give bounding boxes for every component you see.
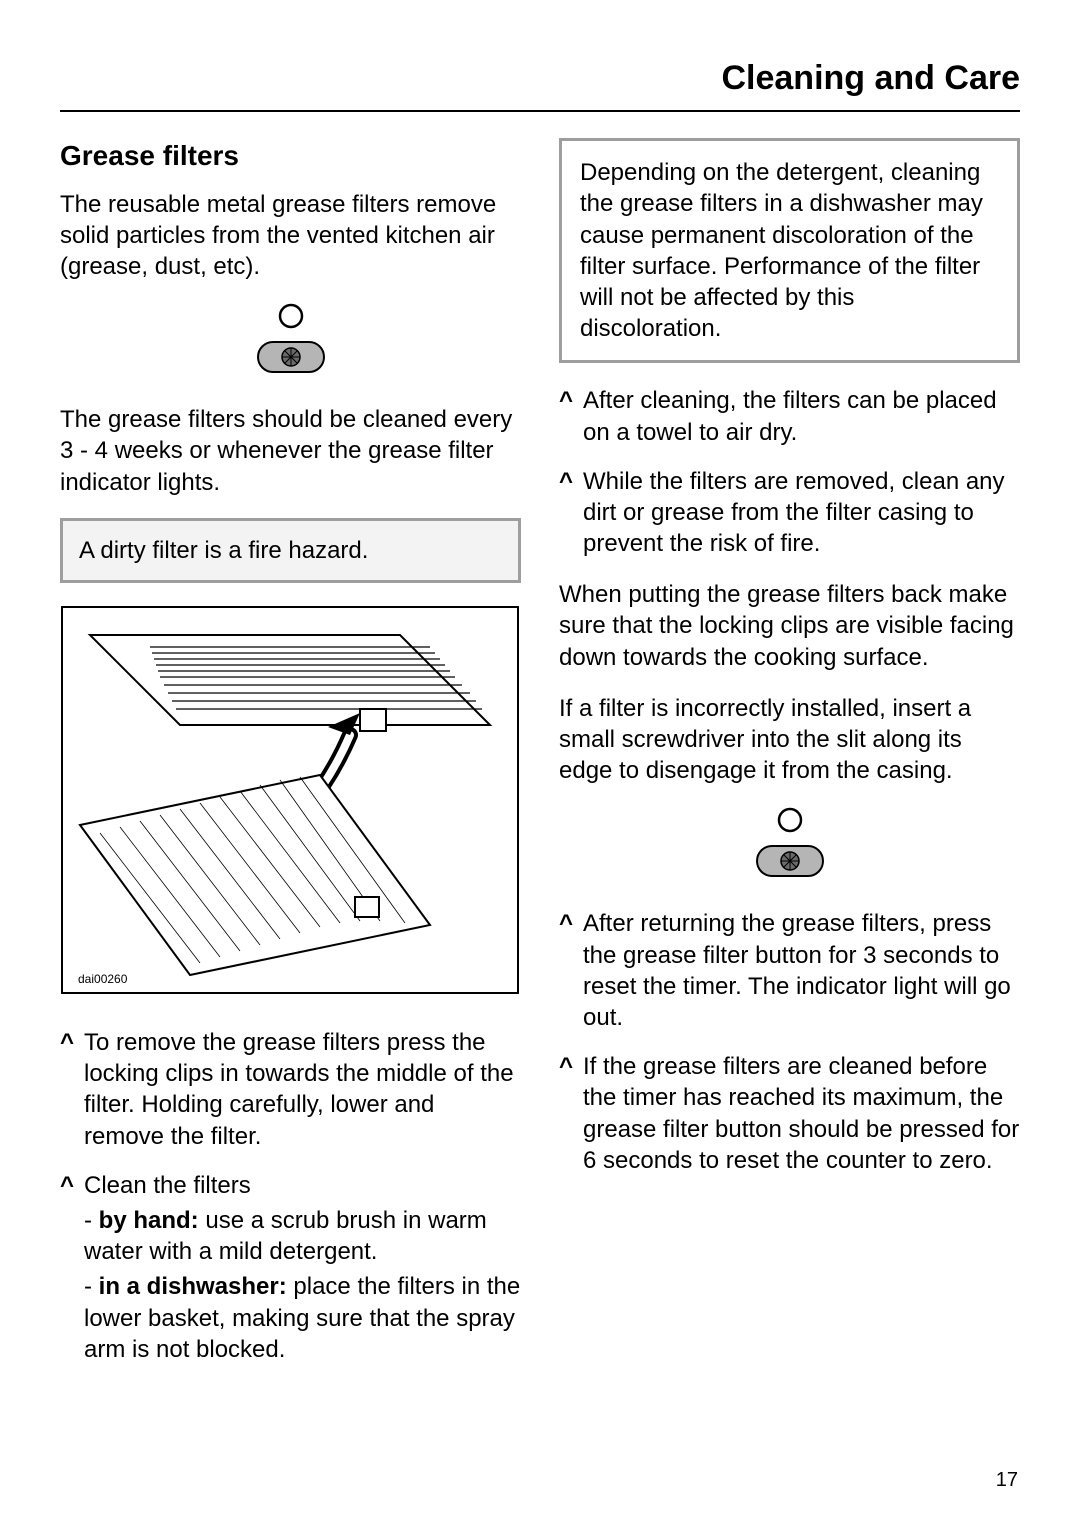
clean-by-hand: - by hand: use a scrub brush in warm wat… (84, 1205, 521, 1267)
content-columns: Grease filters The reusable metal grease… (60, 138, 1020, 1385)
dishwasher-discoloration-note: Depending on the detergent, cleaning the… (559, 138, 1020, 363)
caret-icon: ^ (60, 1170, 84, 1201)
right-steps-list-2: ^ After returning the grease filters, pr… (559, 908, 1020, 1176)
page-title: Cleaning and Care (60, 56, 1020, 112)
dishwasher-note-text: Depending on the detergent, cleaning the… (580, 159, 983, 342)
page-number: 17 (996, 1467, 1018, 1493)
diagram-ref-label: dai00260 (78, 972, 128, 986)
step-reset-timer-text: After returning the grease filters, pres… (583, 908, 1020, 1033)
caret-icon: ^ (559, 385, 583, 416)
caret-icon: ^ (559, 908, 583, 939)
step-clean-body: Clean the filters - by hand: use a scrub… (84, 1170, 521, 1365)
section-heading-grease-filters: Grease filters (60, 138, 521, 174)
reinstall-note: When putting the grease filters back mak… (559, 579, 1020, 673)
step-reset-counter-text: If the grease filters are cleaned before… (583, 1051, 1020, 1176)
right-steps-list-1: ^ After cleaning, the filters can be pla… (559, 385, 1020, 559)
fire-hazard-text: A dirty filter is a fire hazard. (79, 537, 368, 564)
filter-button-icon-2 (559, 806, 1020, 886)
step-clean-filters: ^ Clean the filters - by hand: use a scr… (60, 1170, 521, 1365)
fire-hazard-warning: A dirty filter is a fire hazard. (60, 518, 521, 583)
intro-paragraph: The reusable metal grease filters remove… (60, 189, 521, 283)
step-clean-casing-text: While the filters are removed, clean any… (583, 466, 1020, 560)
left-steps-list: ^ To remove the grease filters press the… (60, 1027, 521, 1365)
step-remove-text: To remove the grease filters press the l… (84, 1027, 521, 1152)
caret-icon: ^ (559, 1051, 583, 1082)
caret-icon: ^ (60, 1027, 84, 1058)
right-column: Depending on the detergent, cleaning the… (559, 138, 1020, 1385)
by-hand-label: by hand: (99, 1207, 199, 1234)
filter-removal-diagram: dai00260 (60, 605, 521, 1003)
step-reset-counter: ^ If the grease filters are cleaned befo… (559, 1051, 1020, 1176)
left-column: Grease filters The reusable metal grease… (60, 138, 521, 1385)
step-reset-timer: ^ After returning the grease filters, pr… (559, 908, 1020, 1033)
caret-icon: ^ (559, 466, 583, 497)
filter-button-icon (60, 302, 521, 382)
clean-lead: Clean the filters (84, 1172, 251, 1199)
step-remove-filter: ^ To remove the grease filters press the… (60, 1027, 521, 1152)
step-clean-casing: ^ While the filters are removed, clean a… (559, 466, 1020, 560)
step-air-dry: ^ After cleaning, the filters can be pla… (559, 385, 1020, 447)
step-air-dry-text: After cleaning, the filters can be place… (583, 385, 1020, 447)
clean-interval-paragraph: The grease filters should be cleaned eve… (60, 404, 521, 498)
clean-in-dishwasher: - in a dishwasher: place the filters in … (84, 1271, 521, 1365)
in-dishwasher-label: in a dishwasher: (99, 1273, 287, 1300)
incorrect-install-note: If a filter is incorrectly installed, in… (559, 693, 1020, 787)
